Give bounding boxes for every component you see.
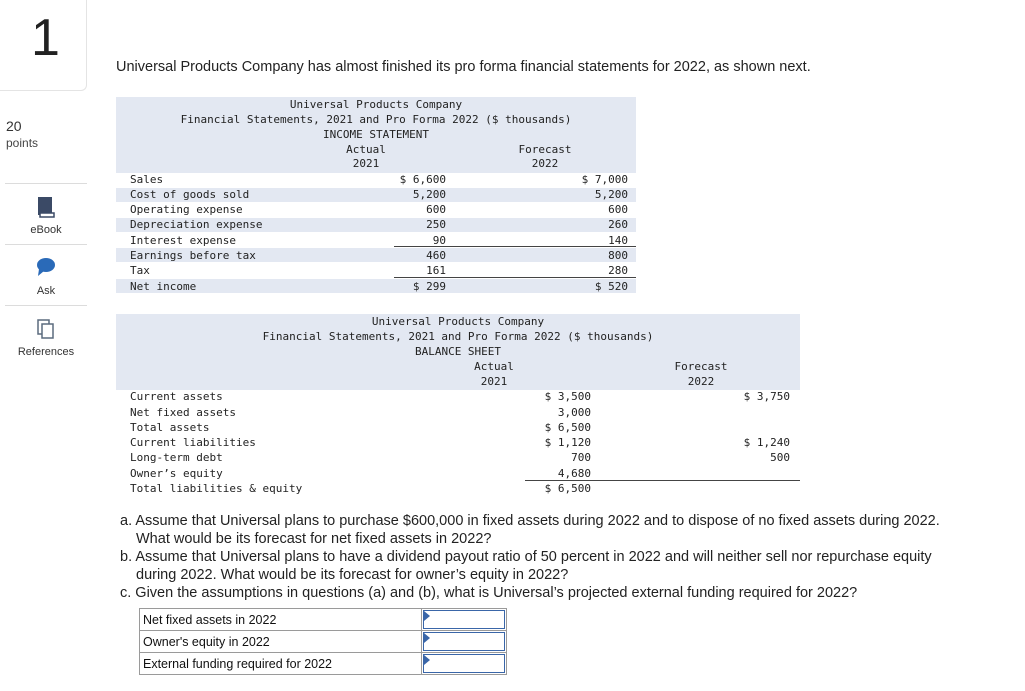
balance-actual-value: 700 xyxy=(571,451,591,464)
income-actual-value: 600 xyxy=(426,203,446,216)
income-title-statements: Financial Statements, 2021 and Pro Forma… xyxy=(180,113,572,126)
income-actual-value: 90 xyxy=(432,234,446,247)
balance-col-actual-year: 2021 xyxy=(480,375,508,388)
documents-icon xyxy=(37,319,54,339)
owners-equity-input[interactable] xyxy=(423,632,505,651)
balance-actual-value: $ 3,500 xyxy=(544,390,591,403)
income-row-label: Cost of goods sold xyxy=(130,188,250,201)
income-forecast-value: 280 xyxy=(608,264,628,277)
balance-actual-value: $ 6,500 xyxy=(544,482,591,495)
balance-actual-value: 3,000 xyxy=(557,406,591,419)
balance-row-label: Current liabilities xyxy=(130,436,256,449)
income-actual-value: 5,200 xyxy=(412,188,446,201)
balance-actual-value: $ 1,120 xyxy=(544,436,591,449)
balance-forecast-value: 500 xyxy=(770,451,790,464)
balance-actual-value: 4,680 xyxy=(557,467,591,480)
references-label: References xyxy=(17,346,75,358)
answer-label: Owner's equity in 2022 xyxy=(139,630,422,653)
input-marker-icon xyxy=(424,611,430,621)
income-forecast-value: 600 xyxy=(608,203,628,216)
answer-row: Owner's equity in 2022 xyxy=(139,630,507,653)
question-number: 1 xyxy=(31,9,60,67)
answer-table: Net fixed assets in 2022 Owner's equity … xyxy=(139,608,507,675)
income-actual-value: 161 xyxy=(426,264,446,277)
balance-row-label: Owner’s equity xyxy=(130,467,223,480)
income-actual-value: 250 xyxy=(426,218,446,231)
external-funding-input[interactable] xyxy=(423,654,505,673)
balance-title-section: BALANCE SHEET xyxy=(414,345,502,358)
part-a-text: a. Assume that Universal plans to purcha… xyxy=(120,513,940,529)
income-row-label: Interest expense xyxy=(130,234,236,247)
ask-button[interactable]: Ask xyxy=(5,244,87,303)
income-title-company: Universal Products Company xyxy=(289,98,463,111)
income-actual-value: 460 xyxy=(426,249,446,262)
balance-col-actual: Actual xyxy=(474,360,514,373)
part-b-text: b. Assume that Universal plans to have a… xyxy=(120,549,932,565)
income-row-label: Depreciation expense xyxy=(130,218,263,231)
income-forecast-value: 140 xyxy=(608,234,628,247)
points-label: points xyxy=(6,136,39,150)
balance-forecast-value: $ 3,750 xyxy=(743,390,790,403)
answer-row: Net fixed assets in 2022 xyxy=(139,608,507,631)
answer-cell xyxy=(421,630,507,653)
income-row-label: Earnings before tax xyxy=(130,249,256,262)
ask-label: Ask xyxy=(36,285,56,297)
income-row-label: Operating expense xyxy=(130,203,243,216)
income-actual-value: $ 6,600 xyxy=(399,173,446,186)
points-value: 20 xyxy=(6,118,22,134)
part-a-text-cont: What would be its forecast for net fixed… xyxy=(136,531,492,547)
balance-col-forecast-year: 2022 xyxy=(687,375,715,388)
balance-row-label: Net fixed assets xyxy=(130,406,236,419)
input-marker-icon xyxy=(424,655,430,665)
answer-label: Net fixed assets in 2022 xyxy=(139,608,422,631)
income-header-panel xyxy=(116,97,636,173)
answer-row: External funding required for 2022 xyxy=(139,652,507,675)
part-b-text-cont: during 2022. What would be its forecast … xyxy=(136,567,569,583)
income-col-forecast: Forecast xyxy=(518,143,572,156)
net-fixed-assets-input[interactable] xyxy=(423,610,505,629)
balance-title-statements: Financial Statements, 2021 and Pro Forma… xyxy=(262,330,654,343)
income-forecast-value: 800 xyxy=(608,249,628,262)
income-forecast-value: $ 520 xyxy=(594,280,628,293)
balance-col-forecast: Forecast xyxy=(674,360,728,373)
balance-actual-value: $ 6,500 xyxy=(544,421,591,434)
balance-row-label: Current assets xyxy=(130,390,223,403)
income-row-label: Tax xyxy=(130,264,150,277)
ebook-button[interactable]: eBook xyxy=(5,183,87,242)
income-row-label: Sales xyxy=(130,173,164,186)
question-prompt: Universal Products Company has almost fi… xyxy=(116,59,811,75)
balance-row-label: Total assets xyxy=(130,421,210,434)
answer-cell xyxy=(421,652,507,675)
answer-label: External funding required for 2022 xyxy=(139,652,422,675)
income-col-actual: Actual xyxy=(346,143,386,156)
income-col-actual-year: 2021 xyxy=(352,157,380,170)
income-forecast-value: $ 7,000 xyxy=(581,173,628,186)
references-button[interactable]: References xyxy=(5,305,87,364)
answer-cell xyxy=(421,608,507,631)
balance-row-label: Long-term debt xyxy=(130,451,223,464)
income-actual-value: $ 299 xyxy=(412,280,446,293)
part-c-text: c. Given the assumptions in questions (a… xyxy=(120,585,858,601)
balance-title-company: Universal Products Company xyxy=(371,315,545,328)
input-marker-icon xyxy=(424,633,430,643)
income-forecast-value: 260 xyxy=(608,218,628,231)
ebook-label: eBook xyxy=(30,224,62,236)
income-col-forecast-year: 2022 xyxy=(531,157,559,170)
book-icon xyxy=(38,197,55,218)
question-number-box: 1 xyxy=(0,0,87,91)
balance-header-panel xyxy=(116,314,800,390)
income-forecast-value: 5,200 xyxy=(594,188,628,201)
balance-forecast-value: $ 1,240 xyxy=(743,436,790,449)
income-row-label: Net income xyxy=(130,280,197,293)
chat-bubble-icon xyxy=(37,258,55,276)
income-title-section: INCOME STATEMENT xyxy=(323,128,429,141)
balance-row-label: Total liabilities & equity xyxy=(130,482,303,495)
